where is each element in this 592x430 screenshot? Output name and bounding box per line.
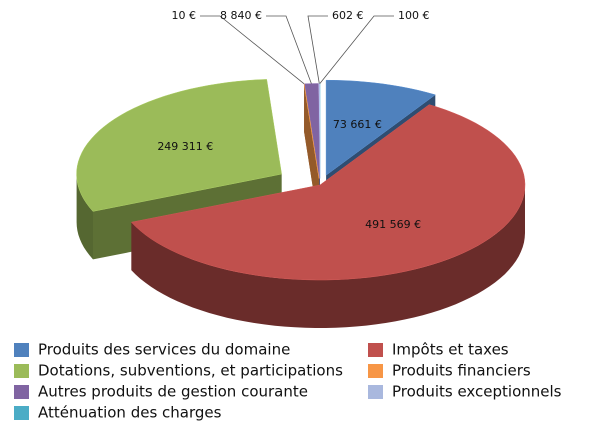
slice bbox=[325, 79, 436, 176]
data-label: 100 € bbox=[398, 9, 430, 22]
legend-label: Produits financiers bbox=[392, 362, 531, 380]
legend-label: Produits des services du domaine bbox=[38, 341, 290, 359]
legend-swatch bbox=[368, 385, 383, 399]
legend-swatch bbox=[14, 343, 29, 357]
slice bbox=[130, 104, 526, 281]
pie bbox=[76, 79, 526, 328]
legend-swatch bbox=[368, 364, 383, 378]
data-label: 73 661 € bbox=[333, 118, 382, 131]
legend-label: Autres produits de gestion courante bbox=[38, 383, 308, 401]
legend-swatch bbox=[14, 385, 29, 399]
data-label: 10 € bbox=[172, 9, 197, 22]
leader-line bbox=[319, 15, 394, 84]
leader-line bbox=[200, 15, 305, 85]
legend-swatch bbox=[368, 343, 383, 357]
legend-label: Atténuation des charges bbox=[38, 404, 222, 422]
slice-side bbox=[131, 185, 525, 328]
legend-swatch bbox=[14, 364, 29, 378]
slice-side bbox=[76, 174, 93, 260]
data-label: 249 311 € bbox=[157, 140, 213, 153]
data-label: 491 569 € bbox=[365, 218, 421, 231]
leader-line bbox=[266, 15, 312, 84]
data-label: 8 840 € bbox=[220, 9, 262, 22]
legend-label: Dotations, subventions, et participation… bbox=[38, 362, 343, 380]
legend-label: Impôts et taxes bbox=[392, 341, 509, 359]
data-label: 602 € bbox=[332, 9, 364, 22]
legend-swatch bbox=[14, 406, 29, 420]
legend-label: Produits exceptionnels bbox=[392, 383, 562, 401]
slice bbox=[76, 79, 282, 212]
leader-line bbox=[307, 15, 328, 84]
